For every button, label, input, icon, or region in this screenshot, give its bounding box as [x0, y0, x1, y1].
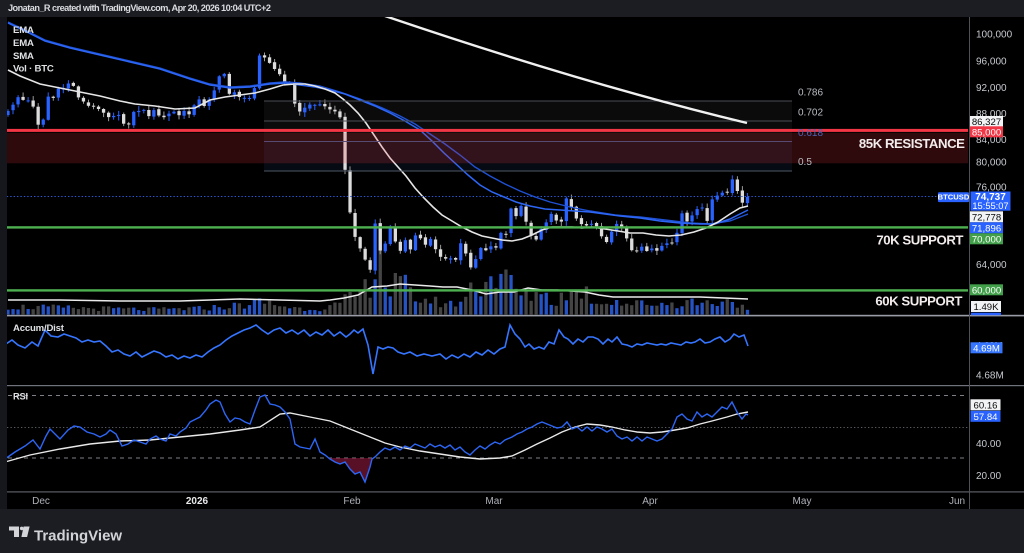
svg-text:92,000: 92,000	[976, 83, 1007, 94]
svg-text:71,896: 71,896	[972, 223, 1001, 234]
svg-text:85K RESISTANCE: 85K RESISTANCE	[859, 136, 965, 151]
svg-text:72,778: 72,778	[972, 212, 1001, 223]
svg-text:SMA: SMA	[13, 51, 34, 62]
svg-text:60K SUPPORT: 60K SUPPORT	[875, 294, 962, 309]
svg-text:85,000: 85,000	[972, 127, 1001, 138]
svg-text:TradingView: TradingView	[34, 528, 122, 545]
svg-text:Feb: Feb	[343, 496, 361, 507]
svg-text:BTCUSD: BTCUSD	[938, 193, 970, 202]
svg-text:86,327: 86,327	[972, 117, 1001, 128]
svg-text:May: May	[793, 496, 812, 507]
svg-text:Apr: Apr	[642, 496, 658, 507]
svg-text:0.618: 0.618	[798, 128, 823, 139]
svg-text:RSI: RSI	[13, 391, 28, 401]
svg-text:88,000: 88,000	[976, 109, 1007, 120]
svg-text:EMA: EMA	[13, 25, 34, 36]
svg-text:70K SUPPORT: 70K SUPPORT	[876, 232, 963, 247]
svg-text:4.69M: 4.69M	[973, 343, 1000, 354]
svg-text:Dec: Dec	[32, 496, 50, 507]
svg-text:Mar: Mar	[485, 496, 503, 507]
svg-text:4.68M: 4.68M	[976, 371, 1004, 382]
svg-text:0.702: 0.702	[798, 108, 823, 119]
svg-text:0.786: 0.786	[798, 88, 823, 99]
svg-text:70,000: 70,000	[972, 234, 1001, 245]
svg-text:84,000: 84,000	[976, 135, 1007, 146]
svg-text:0.5: 0.5	[798, 157, 812, 168]
svg-text:15:55:07: 15:55:07	[972, 201, 1008, 211]
svg-text:57.84: 57.84	[973, 412, 998, 423]
svg-text:20.00: 20.00	[976, 471, 1001, 482]
svg-text:100,000: 100,000	[976, 30, 1013, 41]
svg-text:74,737: 74,737	[975, 192, 1006, 203]
svg-text:Vol · BTC: Vol · BTC	[13, 64, 54, 75]
svg-text:Accum/Dist: Accum/Dist	[13, 323, 65, 334]
svg-text:1.49K: 1.49K	[973, 302, 999, 313]
svg-text:40.00: 40.00	[976, 439, 1001, 450]
svg-text:96,000: 96,000	[976, 57, 1007, 68]
svg-text:80,000: 80,000	[976, 158, 1007, 169]
svg-text:64,000: 64,000	[976, 260, 1007, 271]
svg-text:60.16: 60.16	[973, 400, 997, 411]
svg-text:76,000: 76,000	[976, 183, 1007, 194]
svg-text:Jun: Jun	[949, 496, 965, 507]
svg-text:2026: 2026	[186, 496, 209, 507]
svg-text:60,000: 60,000	[972, 285, 1001, 296]
svg-text:EMA: EMA	[13, 38, 34, 49]
